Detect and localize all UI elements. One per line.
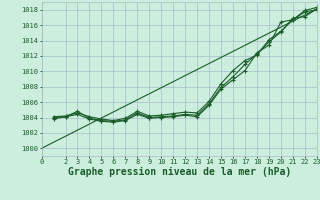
X-axis label: Graphe pression niveau de la mer (hPa): Graphe pression niveau de la mer (hPa) [68, 167, 291, 177]
